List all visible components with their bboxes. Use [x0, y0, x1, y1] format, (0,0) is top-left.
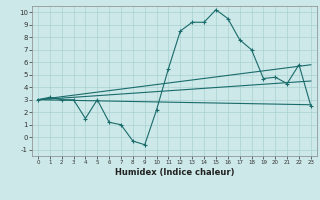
X-axis label: Humidex (Indice chaleur): Humidex (Indice chaleur): [115, 168, 234, 177]
